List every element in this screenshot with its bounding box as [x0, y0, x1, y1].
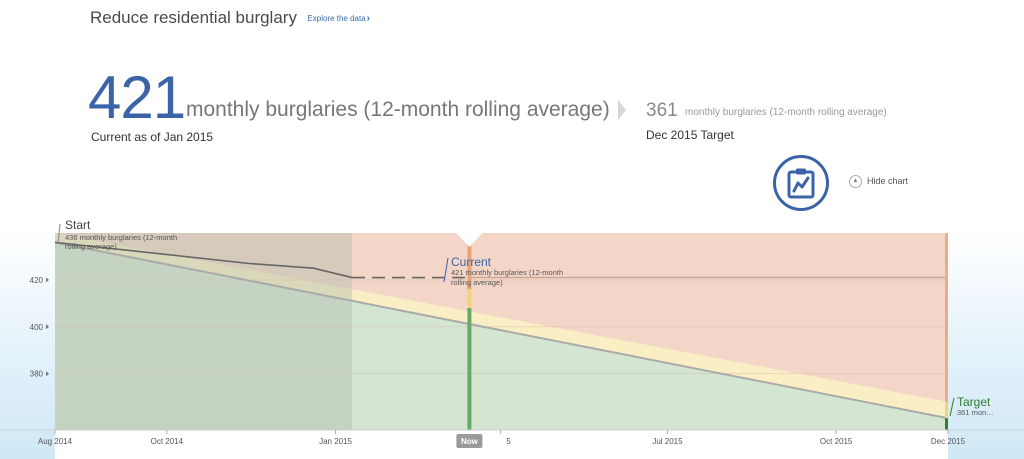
- target-description: monthly burglaries (12-month rolling ave…: [685, 107, 887, 118]
- current-value: 421: [88, 64, 186, 131]
- actual-series-line: [54, 241, 353, 279]
- explore-data-label: Explore the data: [307, 13, 366, 23]
- start-annotation-line1: 436 monthly burglaries (12-month: [65, 233, 177, 242]
- chevron-right-icon: ›: [366, 12, 371, 24]
- hide-chart-label: Hide chart: [867, 175, 909, 186]
- target-date: Dec 2015 Target: [646, 128, 734, 142]
- target-annotation-tick: [949, 397, 955, 417]
- arrow-right-icon: [618, 100, 626, 120]
- x-tick-label: 5: [506, 437, 511, 446]
- chart-toggle-button[interactable]: [773, 155, 829, 211]
- start-annotation-title: Start: [65, 218, 91, 232]
- current-description: monthly burglaries (12-month rolling ave…: [186, 98, 610, 121]
- y-tick-label: 400: [30, 323, 44, 332]
- target-marker-lower: [945, 418, 948, 430]
- current-annotation-line2: rolling average): [451, 278, 503, 287]
- now-badge: [456, 434, 483, 448]
- header: Reduce residential burglary Explore the …: [90, 8, 370, 32]
- x-tick-label: Jan 2015: [319, 437, 352, 446]
- start-annotation-line2: rolling average): [65, 242, 117, 251]
- x-tick-label: Jul 2015: [652, 437, 683, 446]
- past-period-shade: [55, 233, 353, 430]
- y-tick-label: 420: [30, 276, 44, 285]
- band-on-track: [55, 242, 948, 430]
- x-tick-label: Dec 2015: [931, 437, 966, 446]
- current-annotation-line1: 421 monthly burglaries (12-month: [451, 268, 563, 277]
- current-annotation-title: Current: [451, 255, 492, 269]
- current-annotation-tick: [443, 257, 449, 283]
- band-near-target: [55, 233, 948, 419]
- x-tick-label: Aug 2014: [38, 437, 73, 446]
- x-tick-label: Oct 2014: [151, 437, 184, 446]
- target-value: 361: [646, 100, 678, 121]
- y-tick-arrow: [46, 277, 49, 283]
- page-title: Reduce residential burglary: [90, 8, 297, 27]
- explore-data-link[interactable]: Explore the data›: [307, 12, 371, 24]
- y-tick-arrow: [46, 324, 49, 330]
- y-tick-label: 380: [30, 370, 44, 379]
- chevron-up-icon: ▲: [849, 175, 862, 188]
- now-notch: [455, 232, 484, 247]
- now-marker-mid: [467, 289, 472, 309]
- now-marker-lower: [467, 308, 472, 430]
- chart-clipboard-icon: [787, 168, 815, 199]
- target-annotation-title: Target: [957, 395, 991, 409]
- target-annotation-line1: 361 mon…: [957, 408, 994, 417]
- y-tick-arrow: [46, 371, 49, 377]
- target-trajectory-line: [54, 241, 949, 420]
- hide-chart-toggle[interactable]: ▲ Hide chart: [849, 175, 908, 188]
- target-marker-mid: [945, 401, 948, 419]
- start-annotation-tick: [57, 223, 61, 245]
- target-marker-upper: [945, 233, 948, 402]
- now-marker-upper: [467, 233, 472, 290]
- current-as-of: Current as of Jan 2015: [91, 130, 214, 144]
- x-tick-label: Oct 2015: [820, 437, 853, 446]
- now-badge-label: Now: [461, 437, 479, 446]
